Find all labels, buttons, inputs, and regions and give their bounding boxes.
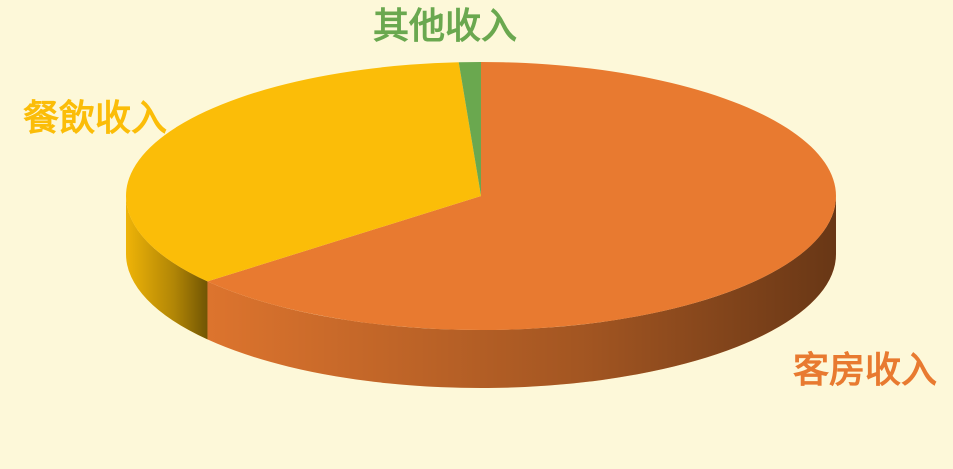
slice-side-shade (125, 196, 208, 340)
slice-label: 客房收入 (793, 350, 937, 391)
slice (125, 62, 482, 282)
slice-label: 餐飲收入 (23, 98, 167, 139)
pie (125, 62, 837, 388)
slice (207, 62, 837, 331)
slice-label: 其他收入 (373, 6, 517, 47)
slice (458, 62, 481, 196)
slice-side-shade (207, 196, 837, 388)
